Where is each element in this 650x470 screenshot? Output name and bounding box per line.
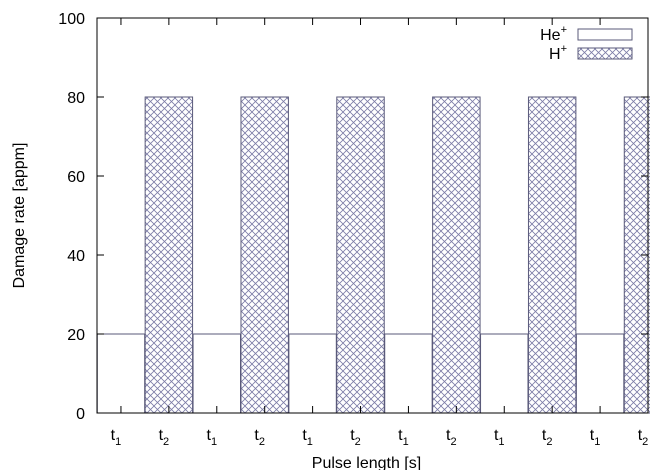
y-tick-label-60: 60	[67, 169, 85, 186]
y-tick-label-20: 20	[67, 327, 85, 344]
legend-swatch-2	[577, 47, 633, 60]
y-tick-label-0: 0	[76, 406, 85, 423]
bar-h-plus-10	[527, 96, 577, 414]
x-tick-label-5: t1	[302, 427, 313, 448]
y-tick-label-80: 80	[67, 90, 85, 107]
x-tick-label-7: t1	[398, 427, 409, 448]
bar-h-plus-4	[240, 96, 289, 414]
x-tick-label-6: t2	[350, 427, 361, 448]
bar-he-plus-11	[575, 333, 625, 414]
bar-he-plus-3	[192, 333, 242, 414]
legend-label-1: He+	[540, 24, 567, 44]
y-axis-title: Damage rate [appm]	[11, 143, 28, 289]
legend-label-2: H+	[549, 43, 567, 63]
x-tick-label-12: t2	[638, 427, 649, 448]
bar-h-plus-2	[144, 96, 194, 414]
y-tick-label-100: 100	[58, 11, 85, 28]
x-tick-label-8: t2	[446, 427, 457, 448]
x-tick-label-11: t1	[590, 427, 601, 448]
x-tick-label-10: t2	[542, 427, 553, 448]
bar-he-plus-9	[480, 333, 529, 414]
bar-he-plus-1	[96, 333, 146, 414]
x-tick-label-2: t2	[159, 427, 170, 448]
plot-frame	[96, 17, 649, 414]
x-tick-label-3: t1	[206, 427, 217, 448]
x-tick-label-9: t1	[494, 427, 505, 448]
legend-swatch-1	[577, 28, 633, 41]
bar-h-plus-6	[336, 96, 385, 414]
legend: He+H+	[540, 24, 633, 63]
bar-he-plus-7	[384, 333, 433, 414]
x-tick-label-1: t1	[111, 427, 122, 448]
x-axis-title: Pulse length [s]	[312, 455, 421, 470]
bar-h-plus-8	[432, 96, 481, 414]
bar-he-plus-5	[288, 333, 337, 414]
y-tick-label-40: 40	[67, 248, 85, 265]
bars-layer	[96, 96, 650, 414]
axes-layer: 0 20 40 60 80 100 t1 t2 t1 t2 t1 t2 t1 t2 t1 t2 t1 t2 Puls…	[11, 11, 649, 470]
x-tick-label-4: t2	[254, 427, 265, 448]
